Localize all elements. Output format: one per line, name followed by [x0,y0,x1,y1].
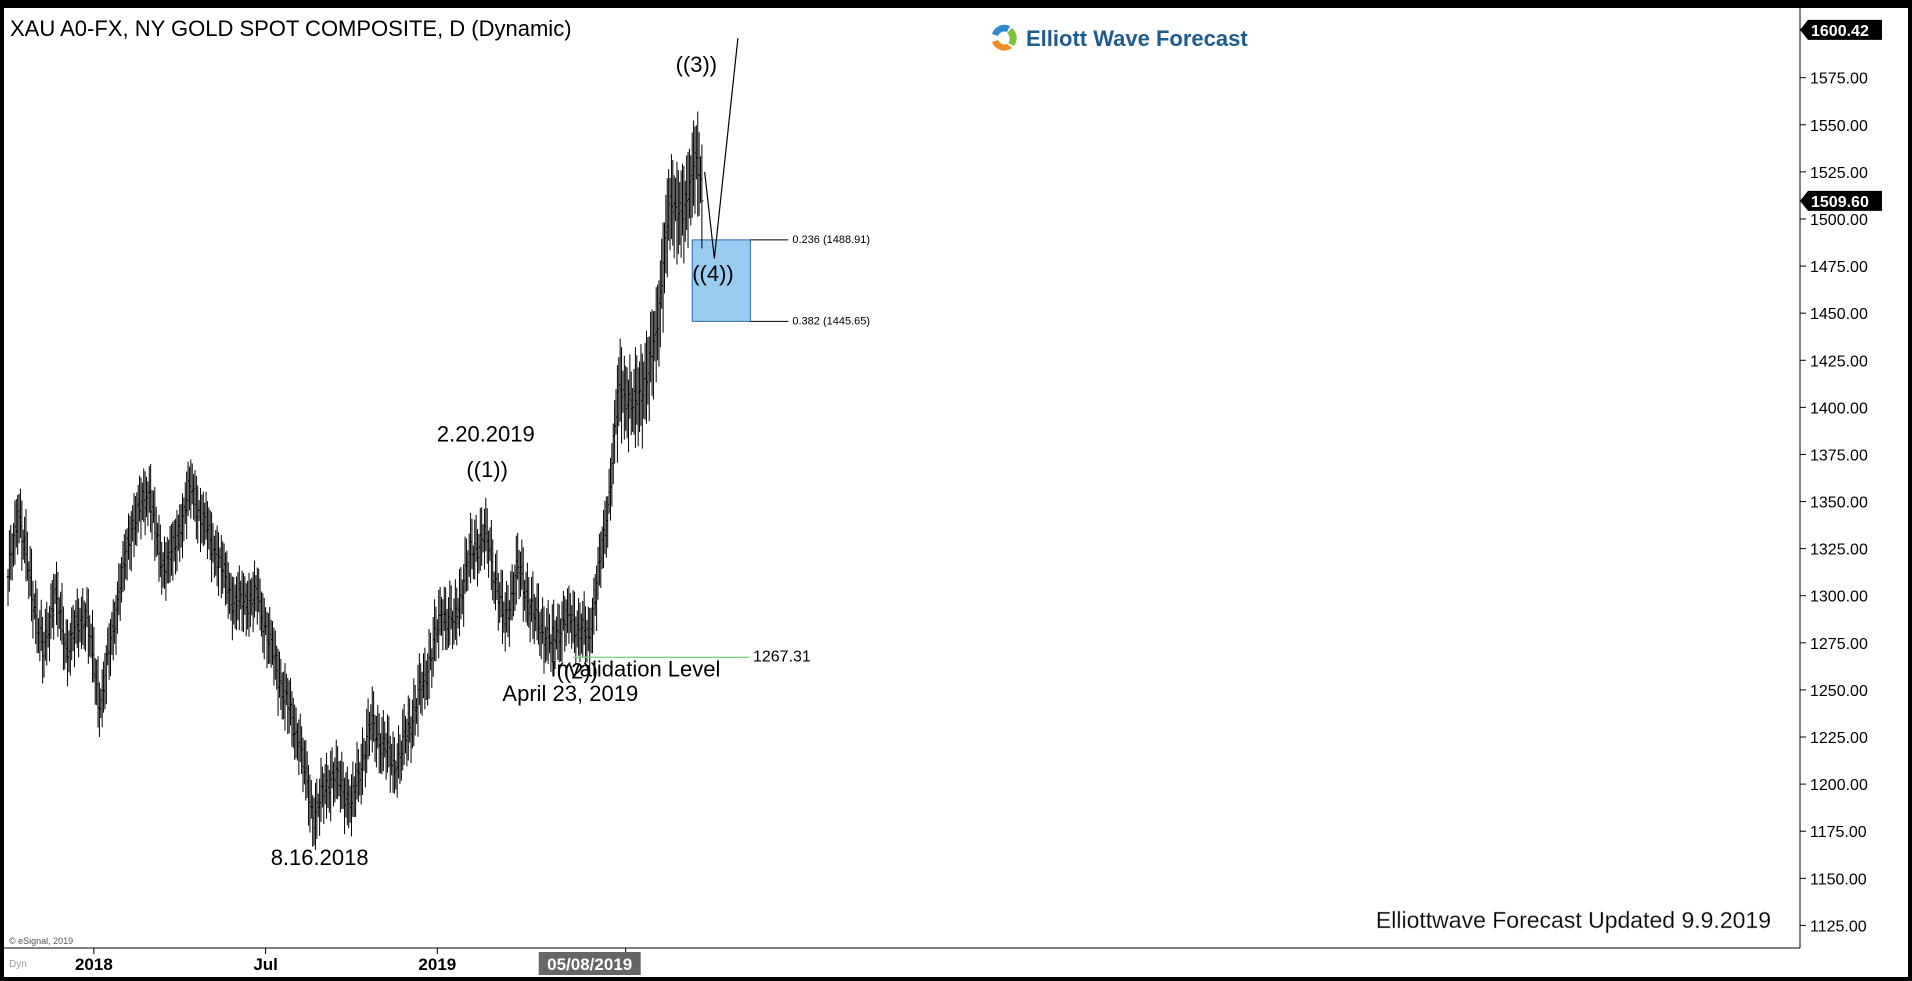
y-tick-label: 1300.00 [1810,589,1868,606]
y-tick-label: 1175.00 [1810,824,1867,841]
price-marker-label: 1509.60 [1811,194,1869,211]
y-tick-label: 1550.00 [1810,118,1868,135]
cursor-date-label: 05/08/2019 [547,955,632,974]
cursor-date-box [538,952,641,975]
fib-level-label: 0.236 (1488.91) [792,234,870,246]
y-tick-label: 1525.00 [1810,165,1868,182]
y-tick-label: 1225.00 [1810,730,1868,747]
x-tick-label: 2018 [75,955,113,974]
y-tick-label: 1150.00 [1810,871,1867,888]
y-tick-label: 1450.00 [1810,306,1868,323]
wave-annotation: April 23, 2019 [502,681,638,706]
wave-annotation: ((2)) [556,659,598,684]
y-tick-label: 1375.00 [1810,447,1868,464]
wave-annotation: Invalidation Level [550,657,720,682]
y-tick-label: 1425.00 [1810,353,1868,370]
brand-name: Elliott Wave Forecast [1026,26,1248,51]
wave-annotation: ((1)) [466,457,508,482]
y-tick-label: 1475.00 [1810,259,1868,276]
price-marker-label: 1600.42 [1811,23,1869,40]
footer-update: Elliottwave Forecast Updated 9.9.2019 [1376,907,1771,933]
price-marker [1800,190,1882,211]
wave-annotation: ((3)) [676,52,718,77]
fib-level-label: 0.382 (1445.65) [792,315,870,327]
price-marker [1800,19,1882,40]
x-tick-label: 2019 [418,955,456,974]
y-tick-label: 1400.00 [1810,400,1868,417]
wave-annotation: ((4)) [692,261,734,286]
copyright: © eSignal, 2019 [9,936,73,946]
y-tick-label: 1350.00 [1810,495,1868,512]
wave-annotation: 8.16.2018 [271,845,369,870]
y-tick-label: 1575.00 [1810,71,1868,88]
corner-label: Dyn [9,959,27,970]
wave-annotation: 2.20.2019 [437,421,535,446]
y-tick-label: 1325.00 [1810,542,1868,559]
y-tick-label: 1125.00 [1810,918,1867,935]
invalidation-value: 1267.31 [753,648,811,665]
y-tick-label: 1200.00 [1810,777,1868,794]
x-tick-label: Jul [253,955,278,974]
fib-target-box [691,239,751,322]
y-tick-label: 1500.00 [1810,212,1868,229]
chart-title: XAU A0-FX, NY GOLD SPOT COMPOSITE, D (Dy… [10,16,572,41]
y-tick-label: 1250.00 [1810,683,1868,700]
brand-logo [990,24,1018,52]
wave-projection-path [704,38,739,259]
y-tick-label: 1275.00 [1810,636,1868,653]
